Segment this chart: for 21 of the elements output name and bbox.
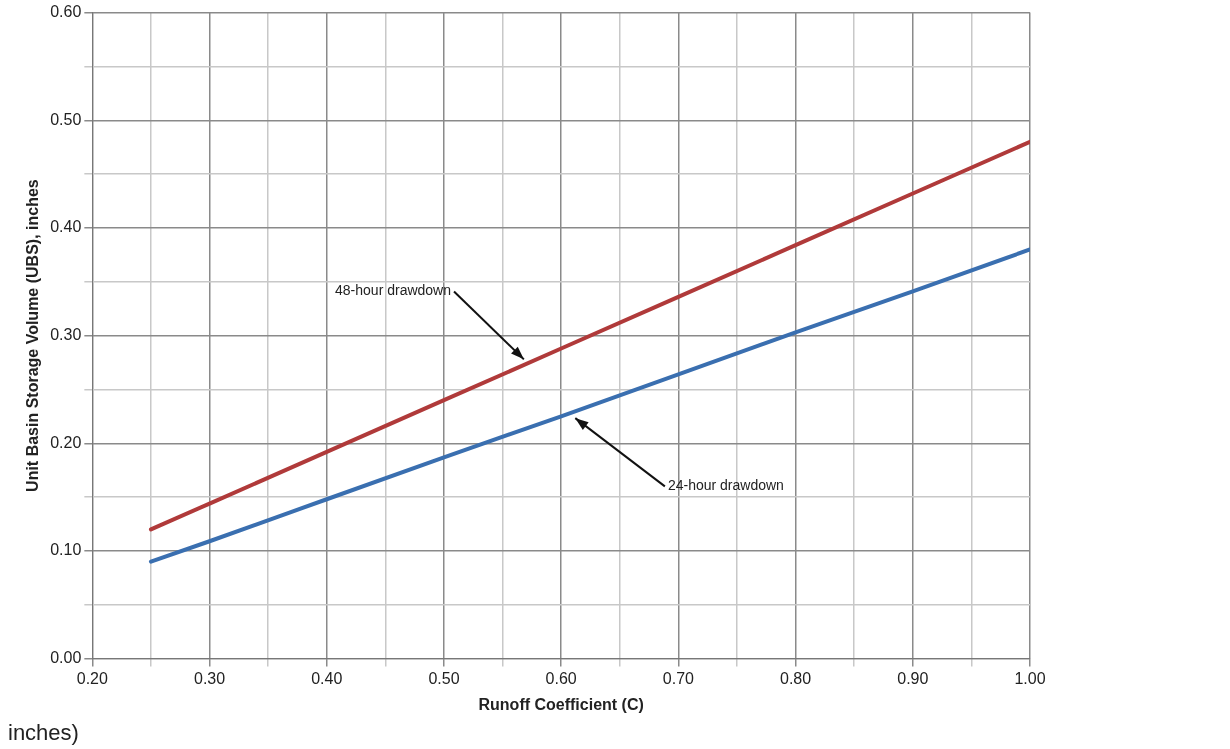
y-axis-title: Unit Basin Storage Volume (UBS), inches — [24, 179, 42, 492]
y-tick-label: 0.30 — [50, 326, 82, 344]
x-tick-label: 0.30 — [193, 669, 226, 687]
y-tick-label: 0.20 — [50, 433, 82, 451]
annotation: 24-hour drawdown — [667, 477, 784, 494]
y-tick-label: 0.00 — [50, 649, 82, 667]
text: inches) — [8, 720, 79, 746]
y-tick-label: 0.40 — [50, 218, 82, 236]
y-tick-label: 0.10 — [50, 541, 82, 559]
x-tick-label: 0.20 — [76, 669, 109, 687]
annotation: 48-hour drawdown — [335, 282, 452, 299]
y-tick-label: 0.60 — [50, 3, 82, 21]
y-tick-label: 0.50 — [50, 110, 82, 128]
x-tick-label: 0.50 — [428, 669, 460, 687]
x-tick-label: 0.40 — [311, 669, 343, 687]
x-tick-label: 1.00 — [1014, 669, 1046, 687]
x-tick-label: 0.80 — [780, 669, 812, 687]
x-axis-title: Runoff Coefficient (C) — [478, 695, 644, 713]
x-tick-label: 0.70 — [662, 669, 695, 687]
x-tick-label: 0.90 — [897, 669, 929, 687]
x-tick-label: 0.60 — [545, 669, 577, 687]
